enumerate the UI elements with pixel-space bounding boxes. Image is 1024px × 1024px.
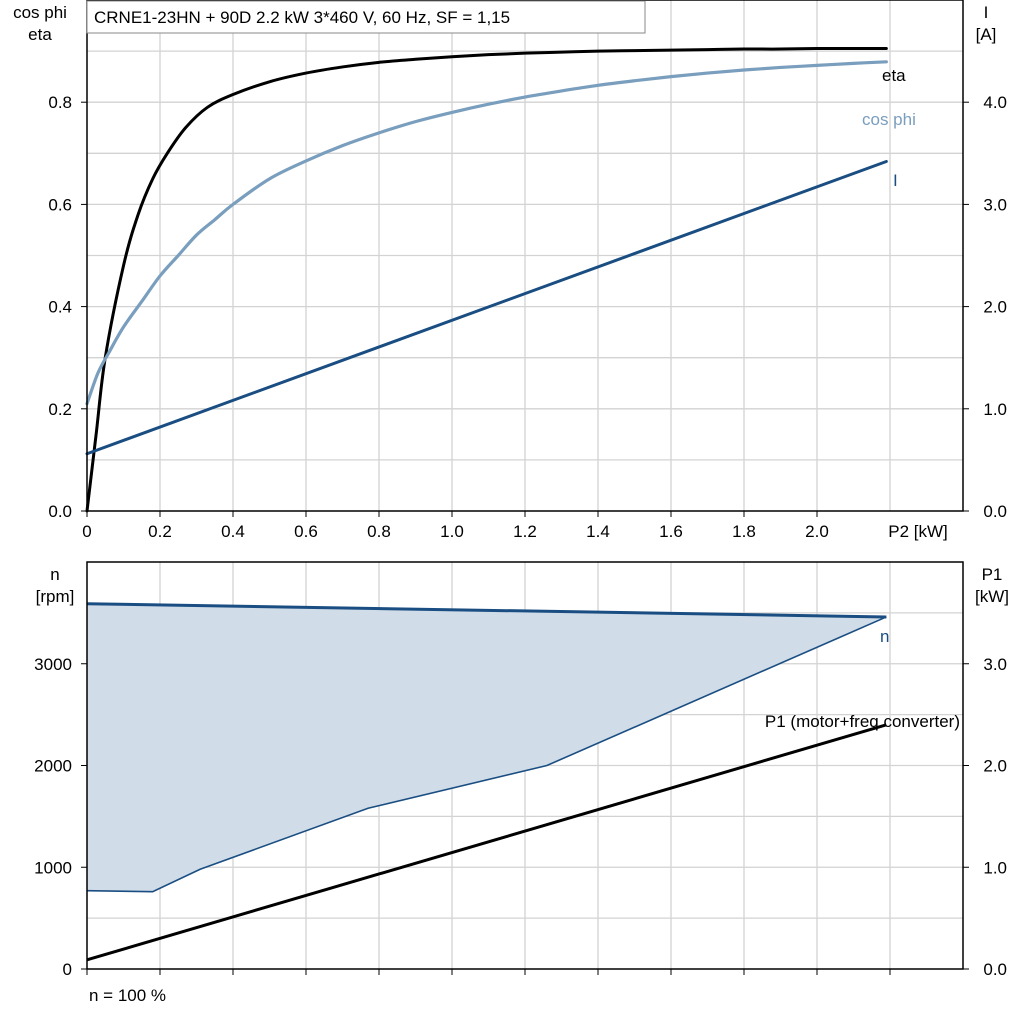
x-tick-label: 2.0 <box>805 522 829 541</box>
speed-min-curve <box>86 616 887 893</box>
y-right-tick-label: 2.0 <box>983 298 1007 317</box>
x-axis-label: P2 [kW] <box>888 522 948 541</box>
y-left-tick-label: 3000 <box>34 655 72 674</box>
bottom-left-axis-label-line2: [rpm] <box>36 587 75 606</box>
chart-title: CRNE1-23HN + 90D 2.2 kW 3*460 V, 60 Hz, … <box>94 8 510 27</box>
y-right-tick-label: 4.0 <box>983 93 1007 112</box>
series-label-p1: P1 (motor+freq.converter) <box>765 712 960 731</box>
eta-curve <box>85 47 888 513</box>
y-left-tick-label: 0.2 <box>48 400 72 419</box>
x-tick-label: 1.6 <box>659 522 683 541</box>
x-tick-label: 0.2 <box>148 522 172 541</box>
y-right-tick-label: 0.0 <box>983 960 1007 979</box>
x-tick-label: 1.0 <box>440 522 464 541</box>
bottom-right-axis-label-line2: [kW] <box>975 587 1009 606</box>
top-right-axis-label-line2: [A] <box>976 25 997 44</box>
x-tick-label: 0.6 <box>294 522 318 541</box>
y-left-tick-label: 0.8 <box>48 93 72 112</box>
x-tick-label: 1.8 <box>732 522 756 541</box>
y-left-tick-label: 0.0 <box>48 502 72 521</box>
x-tick-label: 0 <box>82 522 91 541</box>
p1-power-line <box>86 723 887 962</box>
plot-top <box>85 47 888 513</box>
cos-phi-curve <box>85 60 888 406</box>
title-box <box>86 0 646 34</box>
top-right-axis-label-line1: I <box>984 3 989 22</box>
speed-max-curve <box>86 602 887 619</box>
series-label-speed: n <box>880 627 889 646</box>
speed-footnote: n = 100 % <box>89 986 166 1005</box>
grid-top <box>87 0 963 511</box>
y-left-tick-label: 0.6 <box>48 195 72 214</box>
y-left-tick-label: 1000 <box>34 858 72 877</box>
plot-bottom <box>86 602 887 962</box>
y-right-tick-label: 3.0 <box>983 195 1007 214</box>
x-tick-label: 1.2 <box>513 522 537 541</box>
speed-range-area <box>87 603 887 892</box>
top-left-axis-label-line2: eta <box>28 25 52 44</box>
y-right-tick-label: 0.0 <box>983 502 1007 521</box>
bottom-right-axis-label-line1: P1 <box>982 565 1003 584</box>
axis-ticks: 0 0.2 0.4 0.6 0.8 1.0 1.2 1.4 1.6 1.8 2.0 0.0 0.2 0.4… <box>34 93 1007 979</box>
series-label-current: I <box>893 171 898 190</box>
x-tick-label: 1.4 <box>586 522 610 541</box>
y-right-tick-label: 3.0 <box>983 655 1007 674</box>
y-left-tick-label: 0.4 <box>48 298 72 317</box>
x-tick-label: 0.8 <box>367 522 391 541</box>
bottom-left-axis-label-line1: n <box>50 565 59 584</box>
y-right-tick-label: 1.0 <box>983 400 1007 419</box>
current-line <box>85 159 888 456</box>
y-left-tick-label: 2000 <box>34 757 72 776</box>
top-left-axis-label-line1: cos phi <box>13 3 67 22</box>
series-label-cos-phi: cos phi <box>862 110 916 129</box>
y-left-tick-label: 0 <box>63 960 72 979</box>
y-right-tick-label: 1.0 <box>983 858 1007 877</box>
y-right-tick-label: 2.0 <box>983 757 1007 776</box>
series-label-eta: eta <box>882 66 906 85</box>
x-tick-label: 0.4 <box>221 522 245 541</box>
